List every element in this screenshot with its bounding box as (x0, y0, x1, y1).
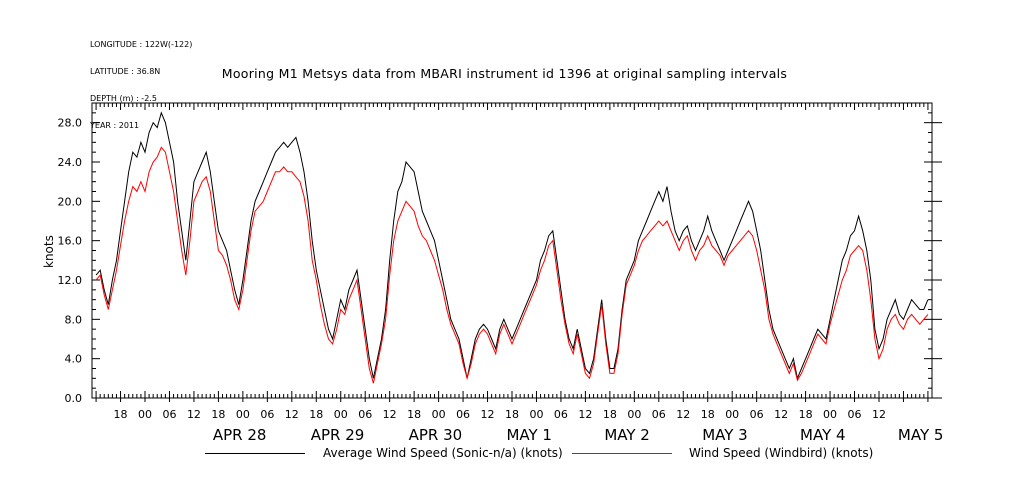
x-date-label: MAY 5 (898, 426, 944, 444)
legend-swatch-windbird (572, 453, 672, 454)
x-date-label: APR 30 (409, 426, 463, 444)
x-hour-label: 12 (285, 408, 299, 421)
x-date-label: MAY 4 (800, 426, 846, 444)
x-date-label: MAY 2 (604, 426, 650, 444)
x-hour-label: 06 (260, 408, 274, 421)
y-tick-label: 20.0 (58, 195, 83, 208)
x-hour-label: 18 (114, 408, 128, 421)
x-hour-label: 00 (725, 408, 739, 421)
x-hour-label: 18 (799, 408, 813, 421)
x-hour-label: 00 (334, 408, 348, 421)
x-hour-label: 06 (554, 408, 568, 421)
y-tick-label: 0.0 (65, 392, 83, 405)
y-tick-label: 8.0 (65, 313, 83, 326)
x-date-label: APR 29 (311, 426, 365, 444)
x-hour-label: 18 (211, 408, 225, 421)
x-hour-label: 12 (187, 408, 201, 421)
series-line-windbird (95, 146, 929, 384)
mooring-metadata: LONGITUDE : 122W(-122) LATITUDE : 36.8N … (90, 22, 192, 139)
depth-label: DEPTH (m) : -2.5 (90, 94, 157, 103)
legend-label-sonic: Average Wind Speed (Sonic-n/a) (knots) (323, 446, 563, 460)
x-hour-label: 12 (872, 408, 886, 421)
y-tick-label: 16.0 (58, 235, 83, 248)
x-hour-label: 06 (750, 408, 764, 421)
year-label: YEAR : 2011 (90, 121, 140, 130)
x-date-label: APR 28 (213, 426, 267, 444)
x-hour-label: 00 (823, 408, 837, 421)
longitude-label: LONGITUDE : 122W(-122) (90, 40, 193, 49)
x-hour-label: 06 (456, 408, 470, 421)
x-hour-label: 18 (505, 408, 519, 421)
x-hour-label: 00 (138, 408, 152, 421)
x-hour-label: 06 (848, 408, 862, 421)
chart-title: Mooring M1 Metsys data from MBARI instru… (221, 66, 788, 81)
legend-label-windbird: Wind Speed (Windbird) (knots) (689, 446, 874, 460)
x-hour-label: 12 (578, 408, 592, 421)
x-hour-label: 12 (383, 408, 397, 421)
legend-swatch-sonic (205, 453, 305, 454)
x-hour-label: 00 (432, 408, 446, 421)
x-date-label: MAY 3 (702, 426, 748, 444)
x-hour-label: 18 (603, 408, 617, 421)
x-hour-label: 00 (627, 408, 641, 421)
x-hour-label: 18 (309, 408, 323, 421)
x-date-label: MAY 1 (506, 426, 552, 444)
x-hour-label: 00 (236, 408, 250, 421)
x-hour-label: 06 (358, 408, 372, 421)
latitude-label: LATITUDE : 36.8N (90, 67, 161, 76)
y-tick-label: 24.0 (58, 156, 83, 169)
x-hour-label: 06 (162, 408, 176, 421)
y-tick-label: 12.0 (58, 274, 83, 287)
x-hour-label: 12 (676, 408, 690, 421)
x-hour-label: 00 (529, 408, 543, 421)
series-line-sonic (95, 111, 929, 380)
x-hour-label: 18 (701, 408, 715, 421)
x-hour-label: 06 (652, 408, 666, 421)
y-tick-label: 28.0 (58, 117, 83, 130)
x-hour-label: 12 (774, 408, 788, 421)
y-tick-label: 4.0 (65, 353, 83, 366)
x-hour-label: 18 (407, 408, 421, 421)
x-hour-label: 12 (481, 408, 495, 421)
